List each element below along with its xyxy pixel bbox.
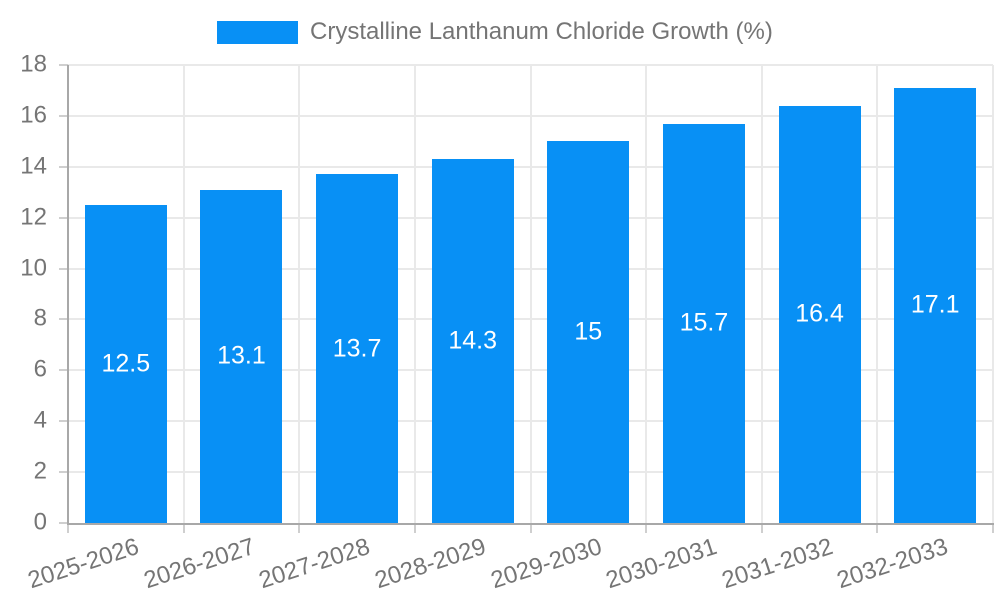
bar xyxy=(547,141,630,523)
v-gridline xyxy=(760,65,763,523)
bar-value-label: 15 xyxy=(574,317,603,346)
v-gridline xyxy=(298,65,301,523)
x-tick-mark xyxy=(760,525,763,533)
y-tick-mark xyxy=(59,420,68,423)
y-tick-mark xyxy=(59,318,68,321)
legend-item[interactable]: Crystalline Lanthanum Chloride Growth (%… xyxy=(217,18,773,46)
y-tick-mark xyxy=(59,471,68,474)
x-axis-line xyxy=(67,523,994,525)
x-tick-mark xyxy=(413,525,416,533)
y-tick-label: 4 xyxy=(33,406,47,434)
y-tick-label: 10 xyxy=(20,253,47,281)
bar-value-label: 12.5 xyxy=(101,349,151,378)
v-gridline xyxy=(645,65,648,523)
x-tick-label: 2030-2031 xyxy=(602,533,721,595)
bar xyxy=(662,123,745,523)
bar-value-label: 13.1 xyxy=(217,341,266,370)
y-tick-label: 14 xyxy=(20,152,47,180)
v-gridline xyxy=(529,65,532,523)
y-tick-label: 8 xyxy=(33,304,47,332)
y-tick-label: 18 xyxy=(20,50,47,78)
x-tick-mark xyxy=(298,525,301,533)
v-gridline xyxy=(413,65,416,523)
x-tick-mark xyxy=(992,525,994,533)
bar-value-label: 14.3 xyxy=(448,326,498,355)
y-tick-mark xyxy=(59,522,68,524)
x-tick-label: 2025-2026 xyxy=(24,533,143,595)
x-tick-label: 2032-2033 xyxy=(834,533,952,595)
y-tick-label: 12 xyxy=(20,203,47,231)
v-gridline xyxy=(992,65,994,523)
bar-value-label: 13.7 xyxy=(332,334,382,363)
legend-label: Crystalline Lanthanum Chloride Growth (%… xyxy=(310,18,773,45)
x-tick-mark xyxy=(182,525,185,533)
bar-value-label: 16.4 xyxy=(795,299,844,328)
bar xyxy=(431,159,514,523)
y-tick-label: 6 xyxy=(33,355,47,383)
y-tick-mark xyxy=(59,216,68,219)
x-tick-mark xyxy=(529,525,532,533)
y-tick-label: 2 xyxy=(33,457,47,485)
y-tick-mark xyxy=(59,267,68,270)
v-gridline xyxy=(876,65,879,523)
bar xyxy=(316,174,399,523)
bar xyxy=(200,189,283,523)
x-tick-mark xyxy=(645,525,648,533)
y-tick-label: 0 xyxy=(33,508,47,536)
y-axis-line xyxy=(67,65,69,525)
y-tick-label: 16 xyxy=(20,101,47,129)
x-tick-label: 2027-2028 xyxy=(255,533,374,595)
x-tick-mark xyxy=(67,525,69,533)
y-tick-mark xyxy=(59,64,68,66)
x-tick-mark xyxy=(876,525,879,533)
bar xyxy=(778,105,861,523)
x-tick-label: 2029-2030 xyxy=(487,533,605,595)
x-tick-label: 2026-2027 xyxy=(140,533,258,595)
legend-swatch-icon xyxy=(217,20,298,44)
bar-value-label: 15.7 xyxy=(679,308,729,337)
y-tick-mark xyxy=(59,369,68,372)
x-tick-label: 2031-2032 xyxy=(718,533,836,595)
x-tick-label: 2028-2029 xyxy=(371,533,490,595)
y-tick-mark xyxy=(59,165,68,168)
bar-value-label: 17.1 xyxy=(910,290,960,319)
bar xyxy=(894,87,977,523)
y-tick-mark xyxy=(59,114,68,117)
bar xyxy=(84,204,167,523)
v-gridline xyxy=(182,65,185,523)
